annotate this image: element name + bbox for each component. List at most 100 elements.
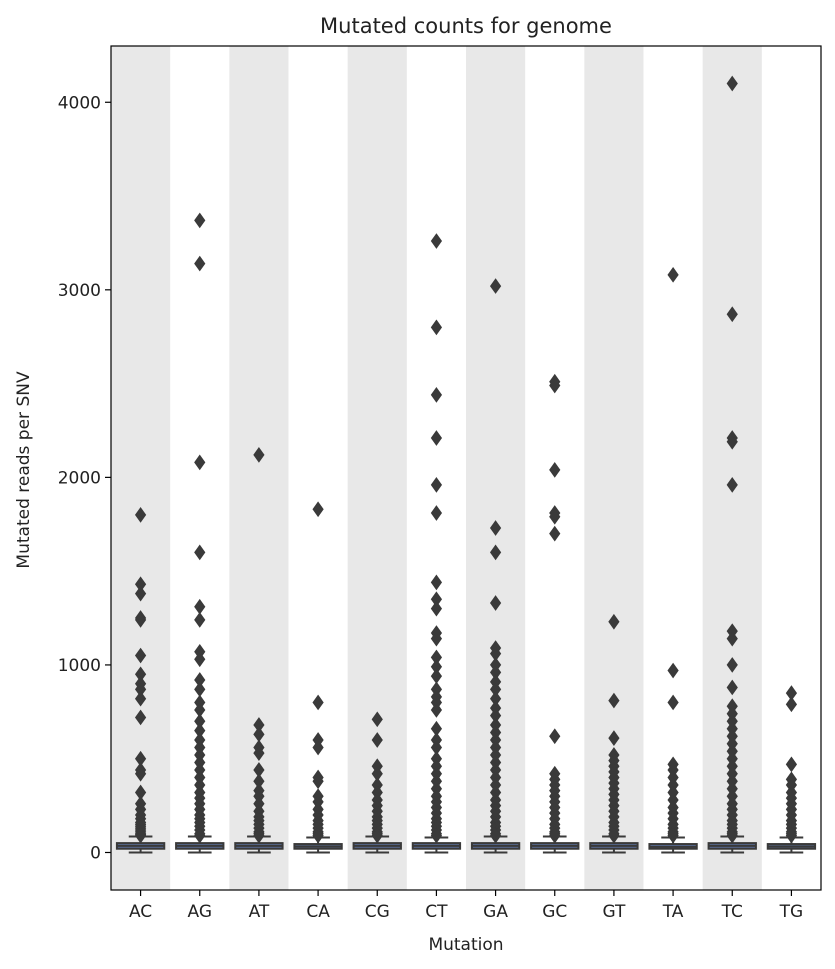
outlier-point bbox=[194, 255, 206, 272]
x-tick-label-gc: GC bbox=[542, 902, 567, 922]
outlier-point bbox=[785, 696, 798, 713]
x-axis: AC AG AT CA CG CT GA GC GT TA TC TG bbox=[129, 890, 803, 922]
plot-frame bbox=[110, 45, 822, 891]
outlier-point bbox=[430, 319, 443, 336]
category-band-cg bbox=[347, 46, 407, 890]
box-group-ct bbox=[411, 233, 462, 854]
outlier-point bbox=[430, 630, 443, 647]
outlier-point bbox=[430, 827, 443, 844]
x-tick-label-ga: GA bbox=[483, 902, 508, 922]
outlier-point bbox=[608, 692, 620, 709]
outlier-point bbox=[194, 827, 206, 844]
outlier-point bbox=[489, 595, 502, 611]
y-tick-label: 3000 bbox=[58, 281, 101, 301]
outlier-point bbox=[430, 233, 443, 249]
outlier-point bbox=[194, 454, 206, 471]
outlier-point bbox=[194, 598, 206, 615]
box-series bbox=[115, 75, 817, 854]
box-group-gc bbox=[530, 373, 580, 854]
outlier-point bbox=[134, 585, 147, 602]
y-tick-label: 2000 bbox=[58, 468, 101, 488]
outlier-point bbox=[489, 520, 502, 536]
outlier-point bbox=[194, 544, 206, 561]
x-tick-label-tg: TG bbox=[779, 902, 804, 922]
outlier-point bbox=[312, 501, 324, 518]
y-axis-title: Mutated reads per SNV bbox=[14, 371, 34, 569]
outlier-point bbox=[312, 739, 324, 756]
outlier-point bbox=[726, 657, 738, 673]
outlier-point bbox=[726, 630, 738, 647]
outlier-point bbox=[430, 574, 443, 591]
category-band-ac bbox=[111, 46, 171, 890]
outlier-point bbox=[726, 827, 738, 844]
outlier-point bbox=[134, 647, 147, 664]
outlier-point bbox=[667, 694, 679, 711]
box-group-ta bbox=[648, 266, 698, 854]
outlier-point bbox=[726, 306, 738, 323]
outlier-point bbox=[726, 433, 738, 450]
outlier-point bbox=[371, 732, 383, 748]
outlier-point bbox=[667, 827, 679, 844]
outlier-point bbox=[134, 709, 147, 726]
outlier-point bbox=[608, 730, 620, 746]
outlier-point bbox=[134, 765, 147, 782]
outlier-point bbox=[667, 662, 679, 679]
box-group-ac bbox=[115, 507, 166, 854]
outlier-point bbox=[489, 278, 502, 294]
outlier-point bbox=[549, 728, 561, 745]
outlier-point bbox=[194, 212, 206, 229]
x-axis-title: Mutation bbox=[428, 935, 503, 955]
outlier-point bbox=[549, 462, 561, 478]
box-group-tg bbox=[766, 685, 817, 854]
outlier-point bbox=[608, 827, 620, 844]
outlier-point bbox=[430, 477, 443, 493]
x-tick-label-ct: CT bbox=[425, 902, 448, 922]
outlier-point bbox=[194, 651, 206, 668]
outlier-point bbox=[489, 544, 502, 561]
x-tick-label-ca: CA bbox=[306, 902, 330, 922]
box-group-gt bbox=[589, 613, 639, 854]
box-group-cg bbox=[352, 711, 402, 854]
outlier-point bbox=[430, 668, 443, 685]
outlier-point bbox=[194, 612, 206, 628]
outlier-point bbox=[253, 827, 265, 844]
outlier-point bbox=[312, 773, 324, 790]
outlier-point bbox=[371, 711, 383, 728]
box-group-at bbox=[234, 447, 284, 854]
box-group-ca bbox=[293, 501, 343, 854]
outlier-point bbox=[726, 75, 738, 92]
y-tick-label: 4000 bbox=[58, 93, 101, 113]
outlier-point bbox=[430, 600, 443, 617]
outlier-point bbox=[134, 827, 147, 844]
outlier-point bbox=[371, 827, 383, 844]
outlier-point bbox=[489, 827, 502, 844]
outlier-point bbox=[430, 386, 443, 403]
x-tick-label-at: AT bbox=[249, 902, 270, 922]
outlier-point bbox=[549, 377, 561, 394]
outlier-point bbox=[667, 266, 679, 283]
outlier-point bbox=[253, 447, 265, 463]
outlier-point bbox=[785, 827, 798, 844]
x-tick-label-ag: AG bbox=[187, 902, 212, 922]
outlier-point bbox=[430, 505, 443, 521]
x-tick-label-tc: TC bbox=[721, 902, 743, 922]
x-tick-label-ta: TA bbox=[662, 902, 684, 922]
outlier-point bbox=[549, 525, 561, 542]
outlier-point bbox=[253, 745, 265, 761]
x-tick-label-gt: GT bbox=[602, 902, 626, 922]
x-tick-label-ac: AC bbox=[129, 902, 152, 922]
chart-title: Mutated counts for genome bbox=[320, 14, 612, 38]
box-group-tc bbox=[707, 75, 757, 854]
outlier-point bbox=[430, 702, 443, 718]
outlier-point bbox=[134, 612, 147, 628]
y-axis: 0 1000 2000 3000 4000 bbox=[58, 93, 111, 863]
outlier-point bbox=[134, 507, 147, 523]
outlier-point bbox=[549, 827, 561, 844]
box-group-ga bbox=[470, 278, 521, 854]
outlier-point bbox=[608, 613, 620, 630]
outlier-point bbox=[312, 827, 324, 844]
x-tick-label-cg: CG bbox=[365, 902, 390, 922]
outlier-point bbox=[312, 694, 324, 711]
outlier-point bbox=[549, 508, 561, 525]
